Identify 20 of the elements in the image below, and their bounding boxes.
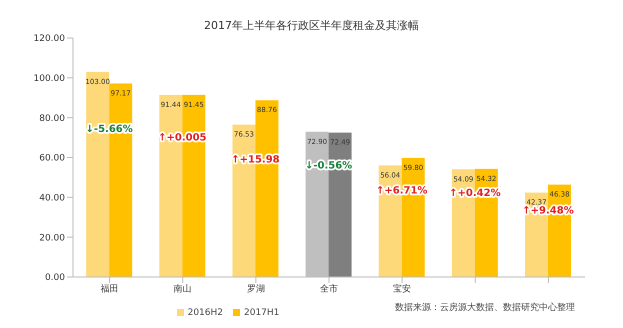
annotation: ↑+0.005 [158,132,207,144]
annotation: ↑+0.42% [449,188,501,200]
annotation: ↑+6.71% [376,185,428,196]
x-tick-label: 南山 [174,283,192,294]
y-tick-label: 80.00 [39,114,66,124]
x-tick-label: 全市 [320,283,338,294]
y-tick-label: 40.00 [39,194,66,204]
chart-title: 2017年上半年各行政区半年度租金及其涨幅 [203,18,420,33]
y-tick-label: 120.00 [34,34,66,44]
y-tick-label: 100.00 [34,74,66,84]
x-tick-label: 福田 [100,283,119,294]
legend-label: 2017H1 [244,308,280,318]
y-tick-label: 60.00 [39,154,66,164]
x-tick-label: 罗湖 [246,283,265,294]
y-tick-label: 0.00 [44,273,66,284]
source-note: 数据来源：云房源大数据、数据研究中心整理 [395,302,575,314]
legend-label: 2016H2 [188,308,223,318]
y-tick-label: 20.00 [39,233,66,244]
annotation: ↑+9.48% [522,206,574,217]
x-tick-label: 宝安 [393,283,412,294]
